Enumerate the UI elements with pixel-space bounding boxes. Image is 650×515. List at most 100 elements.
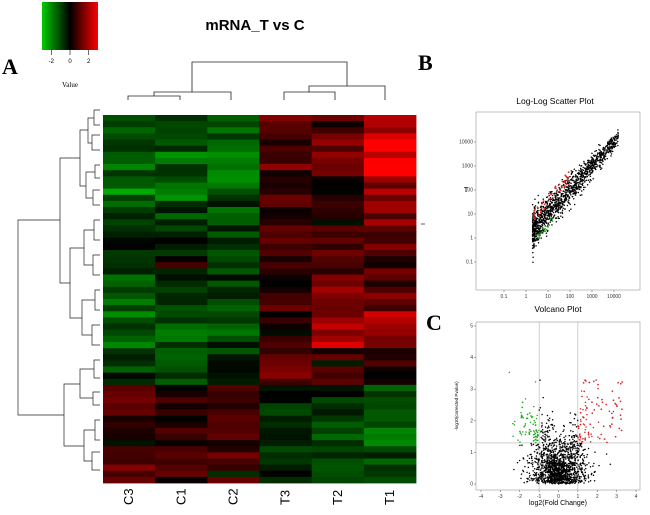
scatter-point: [554, 201, 557, 203]
heatmap-cell: [207, 249, 260, 257]
heatmap-cell: [103, 286, 156, 294]
scatter-point: [583, 160, 585, 163]
volcano-point-up: [598, 437, 601, 440]
scatter-point: [591, 152, 593, 154]
scatter-point: [610, 145, 613, 148]
volcano-point: [547, 468, 549, 470]
scatter-point-down: [551, 220, 554, 222]
volcano-point: [545, 479, 548, 482]
heatmap-cell: [259, 207, 313, 214]
heatmap-cell: [103, 427, 156, 435]
volcano-point: [550, 466, 553, 469]
scatter-point: [564, 208, 566, 210]
volcano-point: [545, 464, 548, 467]
scatter-point: [590, 169, 592, 171]
volcano-point: [532, 477, 534, 480]
scatter-point: [594, 161, 596, 164]
scatter-point: [597, 156, 599, 158]
volcano-point: [567, 457, 570, 459]
volcano-point: [579, 480, 581, 482]
volcano-point: [584, 448, 586, 451]
scatter-point: [568, 210, 571, 212]
volcano-point: [539, 471, 542, 474]
volcano-point: [575, 479, 577, 481]
heatmap-cell: [155, 458, 208, 465]
volcano-point: [583, 454, 585, 457]
scatter-point: [568, 180, 570, 182]
volcano-point-down: [535, 429, 537, 432]
scatter-point: [570, 193, 572, 196]
volcano-point: [555, 465, 557, 468]
volcano-point: [563, 477, 565, 479]
volcano-point: [547, 448, 549, 450]
scatter-point: [604, 158, 606, 160]
scatter-point: [617, 134, 620, 136]
volcano-point: [551, 447, 553, 449]
heatmap-cell: [259, 366, 313, 373]
volcano-point: [584, 463, 586, 465]
volcano-point: [563, 467, 566, 470]
heatmap-cell: [207, 121, 260, 128]
column-label: T2: [330, 490, 345, 505]
scatter-point: [599, 164, 601, 166]
scatter-y-tick-label: 100: [465, 188, 474, 194]
scatter-point: [594, 154, 596, 156]
volcano-point-up: [601, 401, 604, 404]
heatmap-cell: [311, 335, 365, 343]
volcano-y-label: -log10(corrected Pvalue): [454, 381, 459, 431]
volcano-point: [570, 452, 572, 455]
volcano-point: [583, 477, 586, 479]
scatter-point: [549, 200, 552, 203]
volcano-point: [572, 445, 574, 448]
scatter-point: [534, 198, 536, 200]
volcano-point: [571, 446, 573, 449]
volcano-point: [548, 463, 551, 466]
scatter-point: [564, 198, 566, 201]
volcano-point-down: [521, 406, 524, 409]
heatmap-cell: [363, 464, 417, 472]
scatter-point: [560, 198, 563, 201]
scatter-point-up: [536, 206, 539, 209]
scatter-point: [552, 197, 554, 199]
volcano-point: [578, 476, 581, 478]
volcano-point: [580, 464, 583, 467]
volcano-point: [535, 457, 538, 460]
volcano-point: [550, 471, 553, 474]
heatmap-cell: [259, 243, 313, 251]
heatmap-cell: [363, 280, 417, 288]
volcano-point: [566, 481, 568, 483]
heatmap-cell: [207, 311, 260, 318]
heatmap-cell: [259, 305, 313, 312]
volcano-point: [536, 430, 538, 433]
heatmap-cell: [207, 219, 260, 226]
scatter-point: [531, 230, 534, 233]
volcano-point: [542, 443, 545, 446]
heatmap-cell: [207, 207, 260, 214]
scatter-point: [601, 152, 603, 155]
scatter-point: [556, 203, 558, 205]
scatter-point: [560, 197, 563, 200]
heatmap-cell: [155, 170, 208, 177]
scatter-point-up: [533, 209, 536, 212]
heatmap-cell: [207, 231, 260, 239]
scatter-point: [557, 207, 560, 210]
volcano-point-up: [612, 399, 615, 402]
scatter-point: [532, 251, 534, 254]
heatmap-cell: [155, 151, 208, 159]
volcano-point: [579, 444, 582, 447]
volcano-point: [582, 459, 584, 461]
volcano-point-up: [592, 380, 595, 383]
volcano-x-tick-label: -4: [479, 494, 484, 500]
scatter-point: [598, 143, 600, 146]
scatter-point: [595, 156, 598, 158]
volcano-point: [558, 449, 561, 452]
scatter-point: [577, 181, 579, 184]
scatter-point: [580, 164, 583, 167]
scatter-point-down: [541, 230, 544, 233]
scatter-point: [600, 167, 603, 169]
scatter-point: [566, 186, 569, 188]
scatter-point: [592, 158, 595, 161]
volcano-point: [538, 409, 540, 411]
volcano-point-up: [583, 390, 586, 393]
heatmap-cell: [311, 440, 365, 447]
